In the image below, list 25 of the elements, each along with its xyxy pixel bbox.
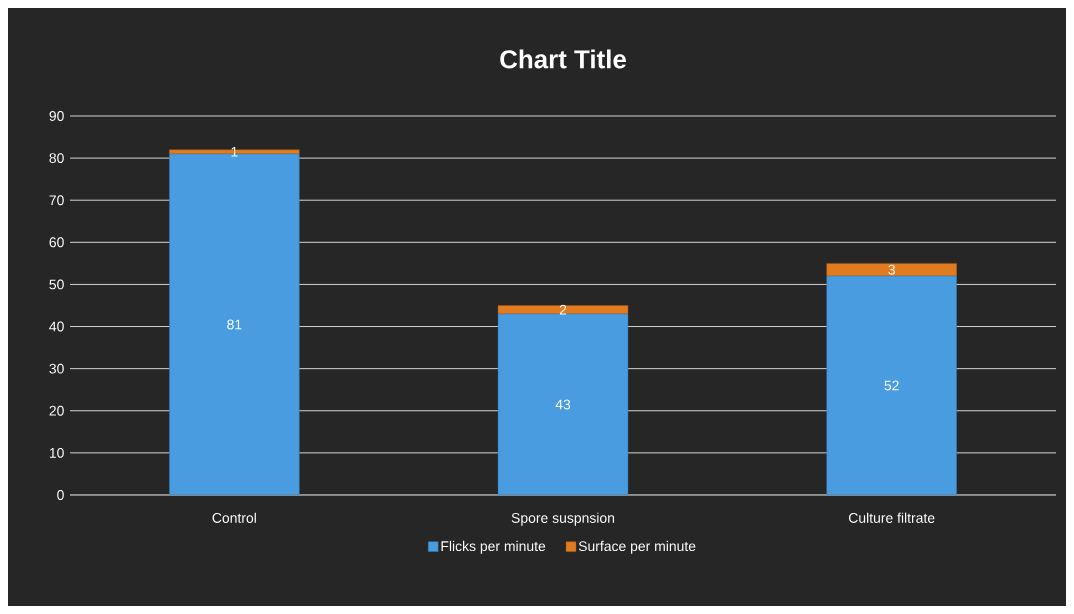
legend-label: Surface per minute	[578, 540, 696, 554]
y-tick-label: 90	[49, 111, 64, 121]
legend-label: Flicks per minute	[441, 540, 546, 554]
data-label: 43	[555, 399, 571, 410]
bar	[497, 313, 629, 495]
x-tick-label: Spore suspnsion	[511, 512, 615, 526]
data-label: 52	[884, 380, 899, 391]
y-tick-label: 20	[49, 405, 64, 416]
y-tick-label: 80	[49, 153, 64, 164]
y-tick-label: 30	[49, 363, 64, 374]
data-label: 2	[559, 304, 567, 315]
bar	[826, 275, 957, 495]
y-tick-label: 60	[49, 237, 64, 248]
data-label: 3	[888, 264, 895, 275]
bar	[497, 305, 629, 315]
x-tick-label: Culture filtrate	[848, 512, 935, 523]
y-tick-label: 70	[49, 195, 64, 206]
chart-title: Chart Title	[500, 49, 626, 69]
x-tick-label: Control	[212, 512, 256, 523]
y-tick-label: 50	[49, 279, 64, 290]
bar	[826, 263, 957, 277]
y-tick-label: 0	[57, 490, 64, 500]
y-tick-label: 10	[49, 447, 64, 458]
data-label: 81	[227, 319, 242, 330]
y-tick-label: 40	[49, 321, 64, 332]
